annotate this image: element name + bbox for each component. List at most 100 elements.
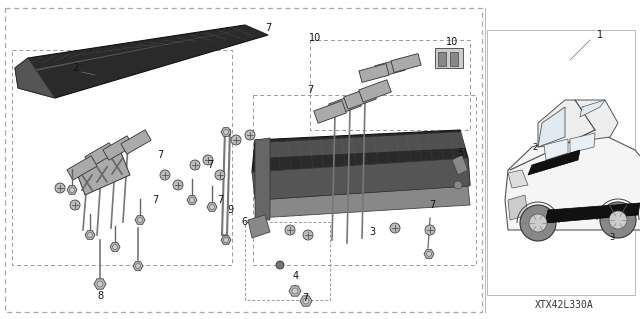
Circle shape	[390, 223, 400, 233]
Polygon shape	[75, 150, 130, 195]
Circle shape	[88, 233, 93, 238]
Circle shape	[292, 288, 298, 294]
Polygon shape	[424, 250, 434, 258]
Polygon shape	[570, 133, 595, 153]
Bar	[487, 30, 635, 295]
Circle shape	[276, 261, 284, 269]
Bar	[12, 50, 232, 265]
Text: 5: 5	[457, 148, 463, 158]
Text: 2: 2	[532, 144, 538, 152]
Circle shape	[173, 180, 183, 190]
Circle shape	[426, 251, 431, 256]
Text: 6: 6	[241, 217, 247, 227]
Polygon shape	[15, 58, 55, 98]
Text: 2: 2	[72, 63, 78, 73]
Text: XTX42L330A: XTX42L330A	[534, 300, 593, 310]
Circle shape	[600, 202, 636, 238]
Polygon shape	[528, 150, 580, 175]
Bar	[375, 59, 405, 78]
Bar	[85, 143, 115, 167]
Text: 7: 7	[152, 195, 158, 205]
Circle shape	[209, 204, 214, 210]
Text: 7: 7	[217, 195, 223, 205]
Circle shape	[203, 155, 213, 165]
Polygon shape	[110, 243, 120, 251]
Circle shape	[425, 225, 435, 235]
Polygon shape	[300, 296, 312, 306]
Bar	[358, 80, 391, 102]
Circle shape	[231, 135, 241, 145]
Bar	[391, 54, 421, 72]
Text: 7: 7	[265, 23, 271, 33]
Text: 9: 9	[227, 205, 233, 215]
Bar	[5, 8, 482, 312]
Bar	[435, 48, 463, 68]
Circle shape	[113, 244, 118, 249]
Circle shape	[215, 170, 225, 180]
Bar	[314, 101, 346, 123]
Polygon shape	[544, 139, 568, 160]
Circle shape	[160, 170, 170, 180]
Circle shape	[55, 183, 65, 193]
Polygon shape	[15, 25, 268, 98]
Polygon shape	[133, 262, 143, 270]
Polygon shape	[538, 107, 565, 147]
Polygon shape	[221, 128, 231, 136]
Text: 3: 3	[609, 234, 614, 242]
Bar	[329, 94, 362, 116]
Polygon shape	[187, 196, 197, 204]
Text: 10: 10	[309, 33, 321, 43]
Polygon shape	[545, 203, 640, 223]
Circle shape	[303, 298, 309, 304]
Circle shape	[454, 181, 462, 189]
Circle shape	[190, 160, 200, 170]
Bar	[245, 222, 330, 300]
Polygon shape	[255, 138, 270, 220]
Polygon shape	[508, 195, 528, 220]
Bar	[310, 40, 470, 130]
Circle shape	[138, 218, 143, 222]
Polygon shape	[221, 236, 231, 244]
Circle shape	[223, 130, 228, 135]
Text: 7: 7	[429, 200, 435, 210]
Circle shape	[520, 205, 556, 241]
Circle shape	[223, 238, 228, 242]
Circle shape	[529, 214, 547, 232]
Circle shape	[245, 130, 255, 140]
Polygon shape	[20, 28, 250, 74]
Circle shape	[303, 230, 313, 240]
Polygon shape	[94, 279, 106, 289]
Polygon shape	[85, 231, 95, 239]
Polygon shape	[248, 215, 270, 238]
Circle shape	[97, 281, 103, 287]
Bar	[67, 156, 97, 180]
Polygon shape	[505, 137, 640, 230]
Text: 4: 4	[293, 271, 299, 281]
Text: 7: 7	[302, 293, 308, 303]
Text: 7: 7	[207, 160, 213, 170]
Bar	[359, 63, 389, 82]
Bar	[450, 52, 458, 66]
Polygon shape	[207, 203, 217, 211]
Text: 8: 8	[97, 291, 103, 301]
Circle shape	[70, 200, 80, 210]
Text: 7: 7	[157, 150, 163, 160]
Circle shape	[285, 225, 295, 235]
Text: 3: 3	[369, 227, 375, 237]
Polygon shape	[289, 286, 301, 296]
Circle shape	[70, 188, 74, 192]
Polygon shape	[258, 132, 465, 158]
Polygon shape	[538, 100, 618, 147]
Text: 7: 7	[307, 85, 313, 95]
Polygon shape	[67, 186, 77, 194]
Polygon shape	[580, 100, 605, 117]
Circle shape	[609, 211, 627, 229]
Polygon shape	[257, 186, 470, 218]
Circle shape	[189, 197, 195, 203]
Bar	[344, 87, 376, 109]
Text: 1: 1	[597, 30, 603, 40]
Polygon shape	[252, 158, 470, 200]
Bar	[121, 130, 151, 154]
Circle shape	[136, 263, 141, 269]
Polygon shape	[452, 155, 468, 175]
